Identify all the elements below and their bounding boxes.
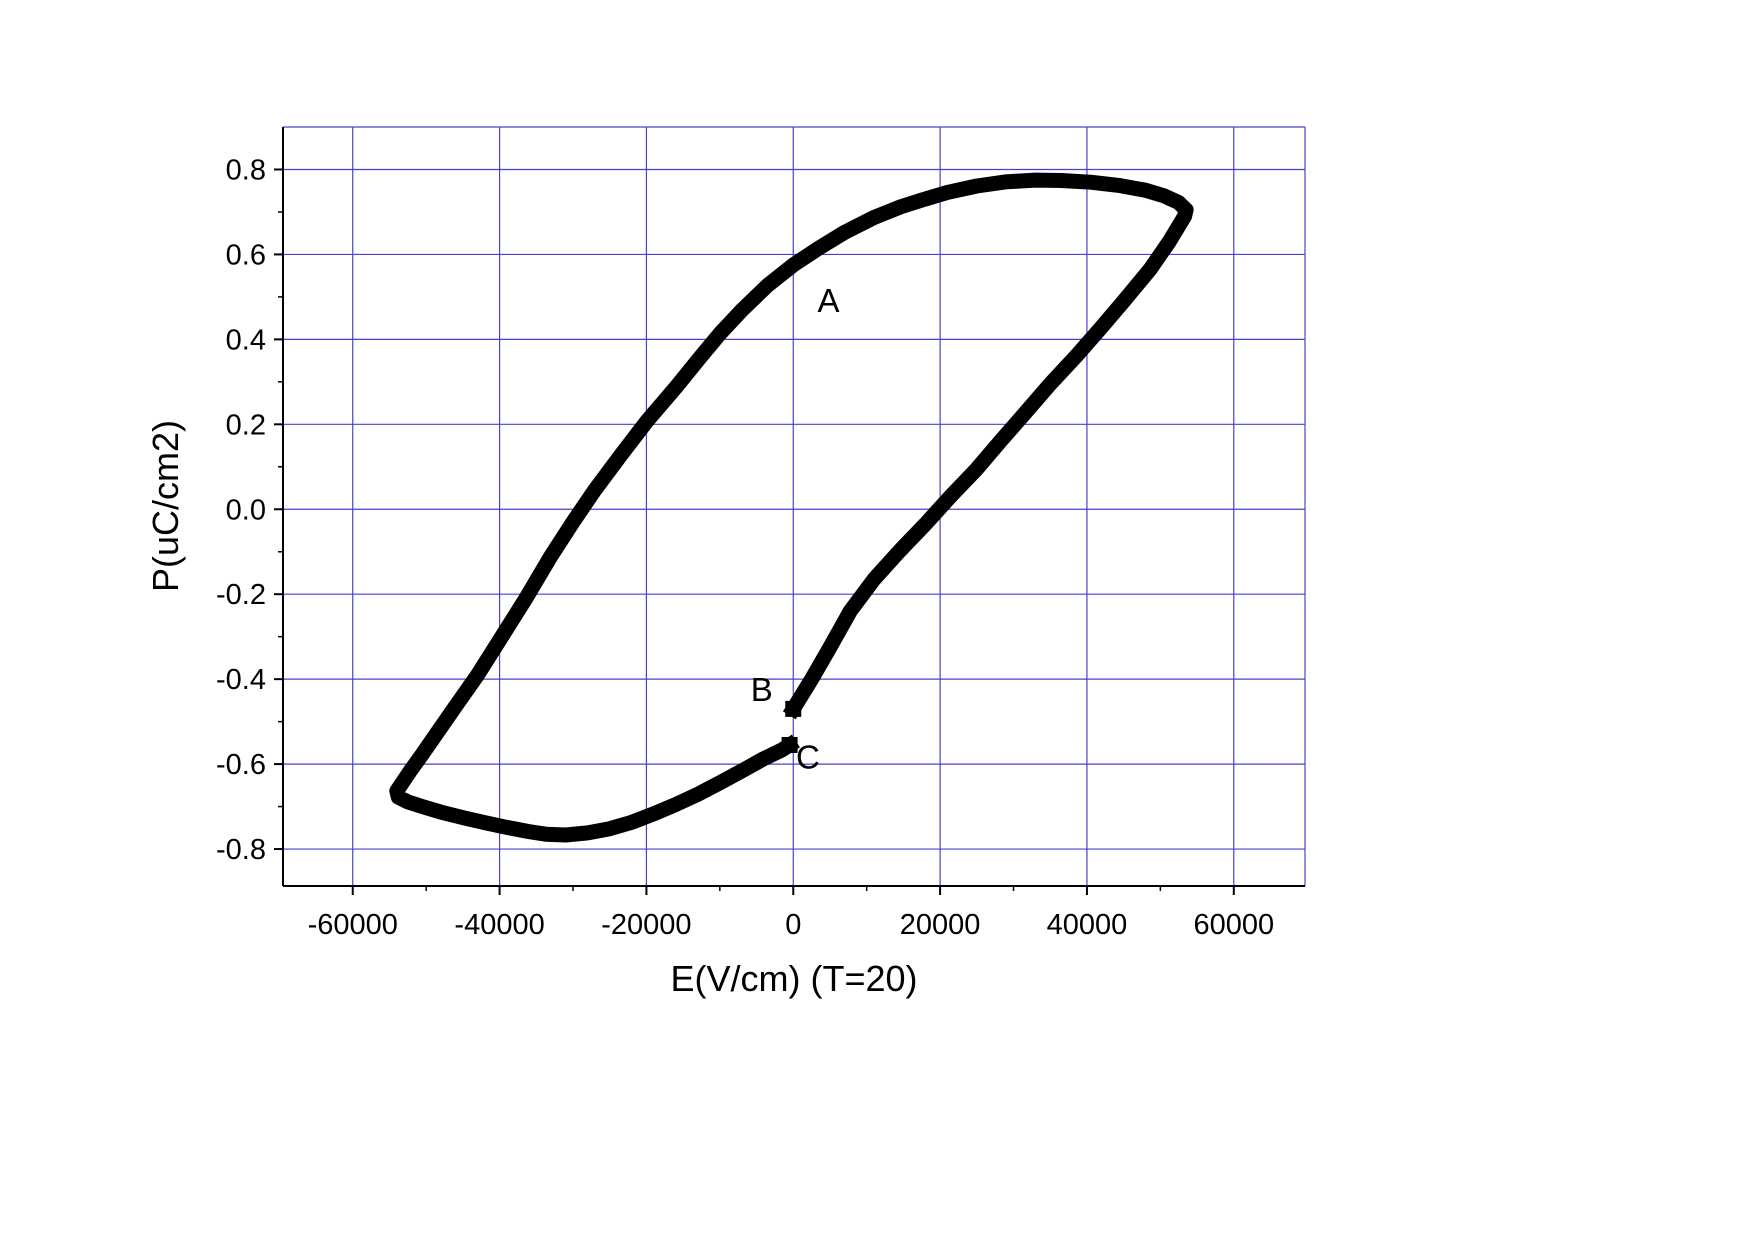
axis-ticks — [274, 168, 1235, 895]
y-tick-label: 0.0 — [226, 494, 266, 526]
annotations: A BC — [751, 282, 840, 776]
hysteresis-loop-curve — [389, 172, 1194, 843]
annotation-A: A — [817, 282, 839, 319]
y-tick-label: -0.4 — [216, 664, 266, 696]
y-tick-label: 0.4 — [226, 324, 266, 356]
y-tick-label: 0.6 — [226, 239, 266, 271]
x-tick-label: 0 — [785, 909, 801, 941]
x-tick-label: -40000 — [454, 909, 544, 941]
x-axis-title: E(V/cm) (T=20) — [670, 958, 918, 999]
gridlines — [283, 127, 1305, 886]
loop-endpoint-marker — [785, 700, 802, 717]
plot-frame — [282, 126, 1306, 887]
y-tick-label: 0.2 — [226, 409, 266, 441]
y-tick-label: -0.2 — [216, 579, 266, 611]
x-tick-label: 20000 — [900, 909, 981, 941]
loop-endpoint-marker — [781, 736, 798, 753]
annotation-C: C — [796, 739, 820, 776]
y-tick-label: -0.6 — [216, 749, 266, 781]
x-tick-label: -20000 — [601, 909, 691, 941]
x-tick-labels: -60000 -40000 -20000 0 20000 40000 60000 — [308, 909, 1275, 941]
y-tick-label: 0.8 — [226, 154, 266, 186]
x-tick-label: 40000 — [1047, 909, 1128, 941]
x-tick-label: 60000 — [1193, 909, 1274, 941]
x-tick-label: -60000 — [308, 909, 398, 941]
y-tick-labels: 0.8 0.6 0.4 0.2 0.0 -0.2 -0.4 -0.6 -0.8 — [216, 154, 266, 866]
y-tick-label: -0.8 — [216, 834, 266, 866]
annotation-B: B — [751, 671, 773, 708]
y-axis-title: P(uC/cm2) — [145, 419, 186, 593]
